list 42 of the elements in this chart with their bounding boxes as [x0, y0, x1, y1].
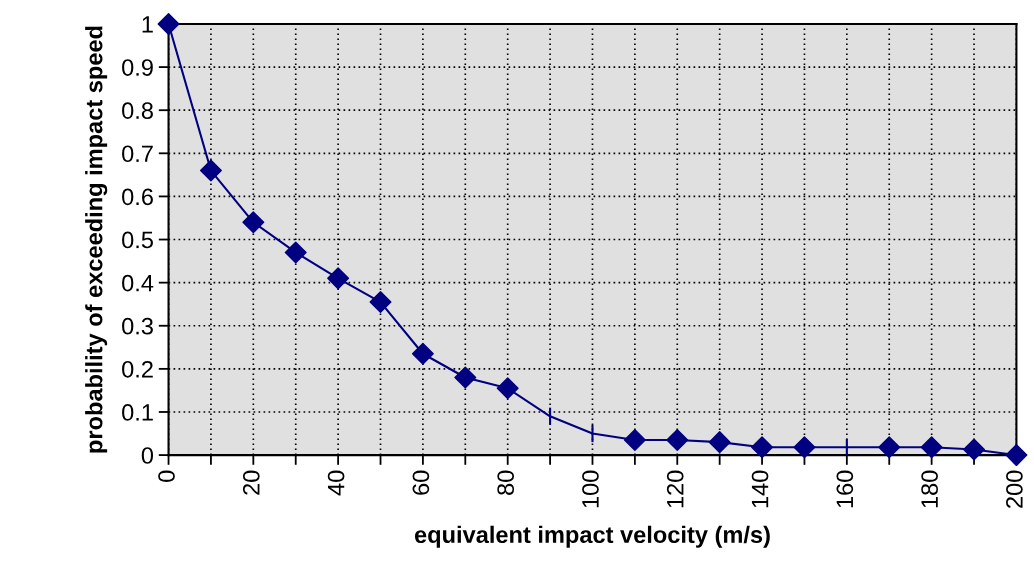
y-tick-label: 0.9	[122, 59, 153, 76]
y-tick-label: 1	[142, 16, 153, 33]
point	[666, 429, 689, 451]
point	[327, 267, 350, 290]
point	[242, 211, 265, 234]
x-tick-label: 180	[921, 470, 938, 508]
x-tick-label: 140	[751, 470, 769, 508]
x-tick-label: 40	[327, 470, 345, 496]
y-tick-label: 0.5	[122, 231, 153, 249]
point	[454, 366, 477, 389]
y-axis-title: probability of exceeding impact speed	[85, 26, 108, 453]
point	[1005, 444, 1028, 467]
x-tick-label: 160	[836, 470, 854, 508]
y-tick-label: 0.6	[122, 188, 153, 206]
point	[411, 342, 434, 365]
point	[157, 12, 180, 35]
y-tick-label: 0.3	[122, 317, 153, 335]
x-axis-title: equivalent impact velocity (m/s)	[414, 525, 770, 548]
x-tick-label: 80	[497, 470, 515, 495]
x-tick-label: 60	[412, 470, 430, 495]
y-tick-label: 0.8	[122, 102, 153, 119]
y-tick-label: 0.1	[122, 404, 153, 421]
point	[199, 159, 222, 182]
x-tick-label: 100	[582, 470, 599, 508]
point	[708, 431, 731, 454]
point	[793, 436, 816, 459]
point	[284, 241, 307, 264]
point	[963, 438, 986, 461]
x-tick-label: 20	[242, 470, 260, 495]
x-tick-label: 200	[1006, 470, 1023, 508]
x-tick-label: 120	[666, 470, 684, 508]
point	[496, 377, 519, 400]
y-tick-label: 0.4	[122, 274, 154, 292]
y-tick-label: 0.2	[122, 360, 153, 378]
point	[878, 436, 901, 459]
y-tick-label: 0.7	[122, 145, 153, 163]
y-tick-label: 0	[141, 447, 154, 464]
point	[623, 429, 646, 451]
point	[369, 291, 392, 314]
x-tick-label: 0	[158, 470, 175, 482]
point	[751, 436, 774, 459]
point	[920, 436, 943, 459]
